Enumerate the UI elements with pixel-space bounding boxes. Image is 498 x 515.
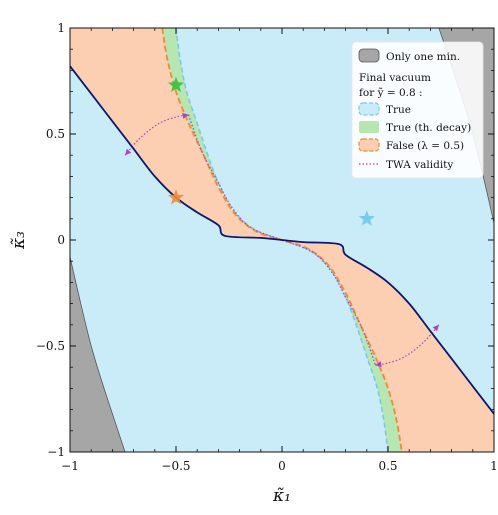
legend-swatch-true — [358, 102, 380, 116]
legend-label-true-th-decay: True (th. decay) — [386, 122, 471, 134]
legend-label-only-one-min: Only one min. — [386, 51, 460, 63]
x-tick-label: 0.5 — [378, 459, 397, 473]
y-tick-label: 0 — [57, 233, 65, 247]
twa-validity-arc-upper — [124, 114, 189, 156]
legend-swatch-true-th-decay — [359, 121, 379, 133]
x-axis-title: κ̃₁ — [272, 486, 291, 506]
only-one-min-region-left — [70, 256, 126, 452]
x-tick-label: −0.5 — [161, 459, 190, 473]
x-tick-label: 0 — [278, 459, 286, 473]
twa-validity-arc-lower — [375, 324, 440, 366]
star-marker-blue — [358, 210, 375, 226]
y-tick-label: 1 — [57, 21, 65, 35]
twa-arrowhead-upper-right — [182, 112, 189, 119]
false-region-upper — [70, 28, 282, 240]
legend-box — [351, 41, 484, 179]
x-tick-label: −1 — [61, 459, 79, 473]
y-axis-title: κ̃₃ — [9, 231, 29, 250]
legend: Only one min. Final vacuum for ỹ = 0.8 :… — [351, 41, 484, 179]
false-region-lower — [282, 240, 494, 452]
twa-arrowhead-lower-right — [432, 324, 439, 332]
twa-arrowhead-lower-left — [375, 361, 382, 368]
vacuum-boundary-line — [70, 65, 494, 415]
legend-swatch-false — [358, 138, 380, 152]
y-tick-label: 0.5 — [46, 127, 65, 141]
legend-heading-line1: Final vacuum — [359, 72, 431, 84]
twa-validity-dotted-line — [188, 114, 376, 366]
x-tick-label: 1 — [490, 459, 498, 473]
legend-label-true: True — [386, 104, 411, 116]
legend-label-twa-validity: TWA validity — [386, 159, 453, 171]
legend-heading-line2: for ỹ = 0.8 : — [359, 87, 423, 99]
y-tick-label: −1 — [47, 445, 65, 459]
star-marker-orange — [167, 189, 185, 205]
twa-arrowhead-upper-left — [125, 148, 132, 156]
y-tick-label: −0.5 — [36, 339, 65, 353]
legend-swatch-only-one-min — [358, 48, 380, 63]
star-marker-green — [167, 76, 185, 93]
legend-label-false: False (λ = 0.5) — [386, 140, 464, 152]
